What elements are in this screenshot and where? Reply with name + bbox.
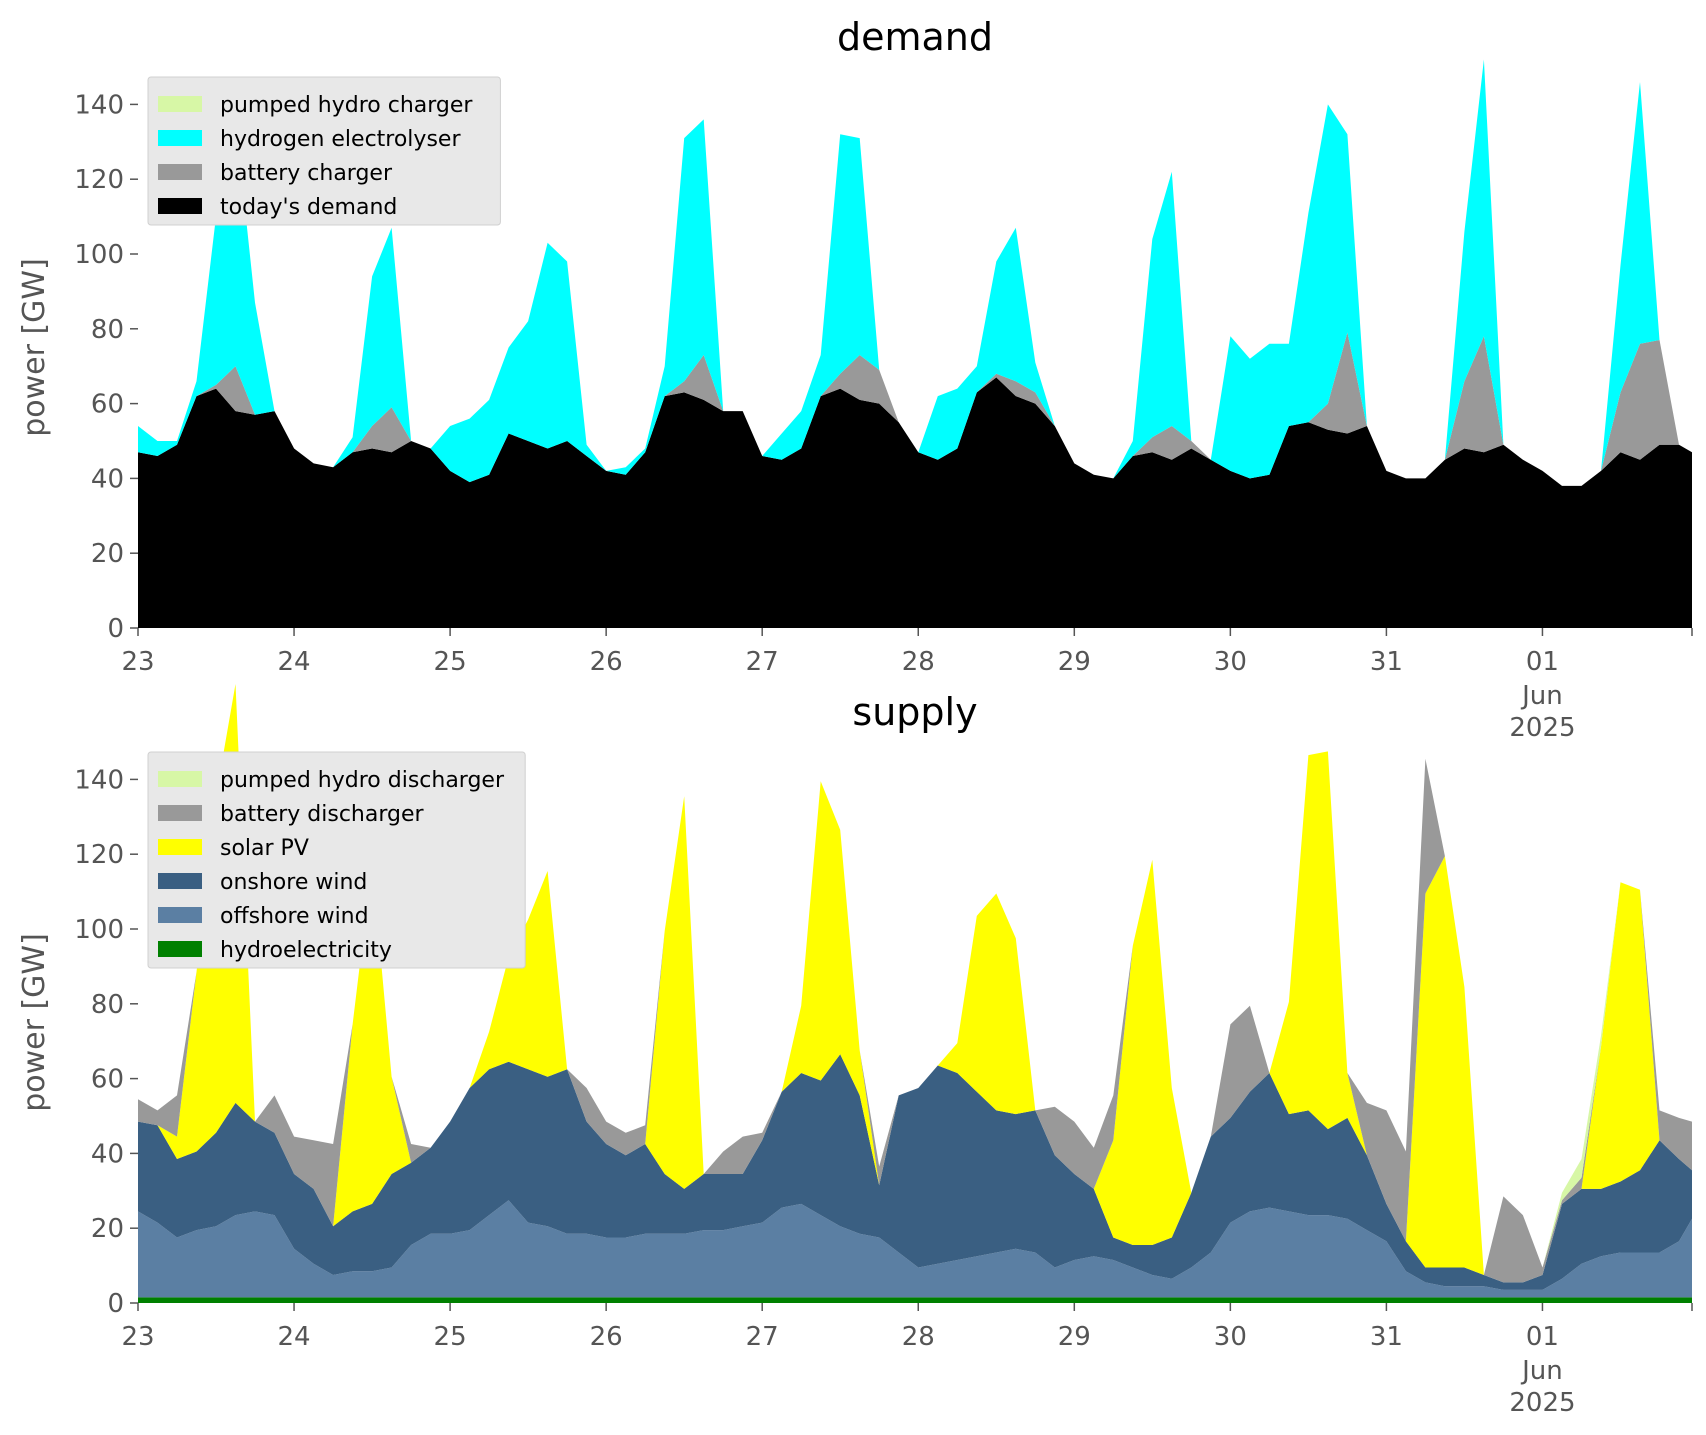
x-tick-label: 25 — [434, 1322, 467, 1352]
x-tick-label: 30 — [1214, 647, 1247, 677]
y-tick-label: 80 — [91, 990, 124, 1020]
y-tick-label: 60 — [91, 390, 124, 420]
y-tick-label: 140 — [74, 90, 124, 120]
y-tick-label: 140 — [74, 765, 124, 795]
y-tick-label: 80 — [91, 315, 124, 345]
x-tick-label: 26 — [590, 1322, 623, 1352]
x-tick-label: 24 — [278, 1322, 311, 1352]
legend-swatch-solar-pv — [158, 839, 202, 855]
legend-label-hydroelectricity: hydroelectricity — [220, 938, 392, 963]
legend-swatch-hydroelectricity — [158, 941, 202, 957]
x-tick-year-label: 2025 — [1509, 1388, 1575, 1418]
legend-label-offshore-wind: offshore wind — [220, 904, 369, 929]
x-tick-label: 31 — [1370, 647, 1403, 677]
y-tick-label: 100 — [74, 915, 124, 945]
x-tick-label: 31 — [1370, 1322, 1403, 1352]
legend-swatch-pumped-hydro-discharger — [158, 771, 202, 787]
chart-title: demand — [837, 15, 993, 59]
series-area-offshore-wind — [138, 1200, 1692, 1298]
supply-chart: supply power [GW] 0 20 40 60 80 100 120 140 23 24 25… — [17, 684, 1693, 1418]
series-area-solar-pv — [138, 684, 1692, 1283]
legend-swatch-offshore-wind — [158, 907, 202, 923]
y-tick-label: 0 — [107, 1289, 124, 1319]
legend-label-today-s-demand: today's demand — [220, 195, 397, 220]
y-tick-label: 120 — [74, 840, 124, 870]
x-tick-label: 23 — [121, 647, 154, 677]
stacked-areas — [138, 59, 1692, 628]
x-tick-label: 29 — [1058, 647, 1091, 677]
legend-label-battery-charger: battery charger — [220, 161, 393, 186]
legend-swatch-onshore-wind — [158, 873, 202, 889]
x-tick-label: 26 — [590, 647, 623, 677]
demand-chart: demand power [GW] 0 20 40 60 80 100 120 140 23 24 25… — [17, 15, 1693, 743]
y-tick-label: 120 — [74, 165, 124, 195]
x-tick-label: 24 — [278, 647, 311, 677]
legend-box — [147, 751, 526, 969]
x-tick-year-label: 2025 — [1509, 713, 1575, 743]
series-area-hydrogen-electrolyser — [138, 59, 1692, 486]
y-tick-label: 40 — [91, 1139, 124, 1169]
x-tick-label: 25 — [434, 647, 467, 677]
x-tick-label: 28 — [902, 647, 935, 677]
x-tick-label: 30 — [1214, 1322, 1247, 1352]
legend-swatch-today-s-demand — [158, 198, 202, 214]
legend-swatch-pumped-hydro-charger — [158, 96, 202, 112]
series-area-hydroelectricity — [138, 1297, 1692, 1303]
legend-swatch-hydrogen-electrolyser — [158, 130, 202, 146]
legend: pumped hydro charger hydrogen electrolyse… — [147, 76, 501, 226]
legend-label-onshore-wind: onshore wind — [220, 870, 367, 895]
legend: pumped hydro discharger battery discharge… — [147, 751, 526, 969]
x-tick-label: 23 — [121, 1322, 154, 1352]
x-tick-label: 27 — [746, 1322, 779, 1352]
y-tick-label: 20 — [91, 539, 124, 569]
legend-swatch-battery-discharger — [158, 805, 202, 821]
x-tick-month-label: Jun — [1520, 1356, 1563, 1386]
y-tick-label: 20 — [91, 1214, 124, 1244]
stacked-areas — [138, 684, 1692, 1303]
x-tick-month-label: Jun — [1520, 681, 1563, 711]
y-tick-label: 60 — [91, 1065, 124, 1095]
y-axis: 0 20 40 60 80 100 120 140 — [74, 765, 138, 1319]
series-area-onshore-wind — [138, 1054, 1692, 1290]
chart-title: supply — [852, 690, 977, 734]
x-tick-label: 01 — [1526, 1322, 1559, 1352]
legend-label-solar-pv: solar PV — [220, 836, 309, 861]
legend-box — [147, 76, 501, 226]
y-axis-label: power [GW] — [17, 933, 52, 1112]
series-area-today-s-demand — [138, 377, 1692, 628]
legend-label-battery-discharger: battery discharger — [220, 802, 425, 827]
legend-label-hydrogen-electrolyser: hydrogen electrolyser — [220, 127, 461, 152]
x-tick-label: 28 — [902, 1322, 935, 1352]
y-axis: 0 20 40 60 80 100 120 140 — [74, 90, 138, 644]
legend-label-pumped-hydro-charger: pumped hydro charger — [220, 93, 473, 118]
x-tick-label: 01 — [1526, 647, 1559, 677]
legend-label-pumped-hydro-discharger: pumped hydro discharger — [220, 768, 505, 793]
legend-swatch-battery-charger — [158, 164, 202, 180]
y-axis-label: power [GW] — [17, 258, 52, 437]
x-tick-label: 27 — [746, 647, 779, 677]
y-tick-label: 40 — [91, 464, 124, 494]
x-tick-label: 29 — [1058, 1322, 1091, 1352]
y-tick-label: 0 — [107, 614, 124, 644]
y-tick-label: 100 — [74, 240, 124, 270]
